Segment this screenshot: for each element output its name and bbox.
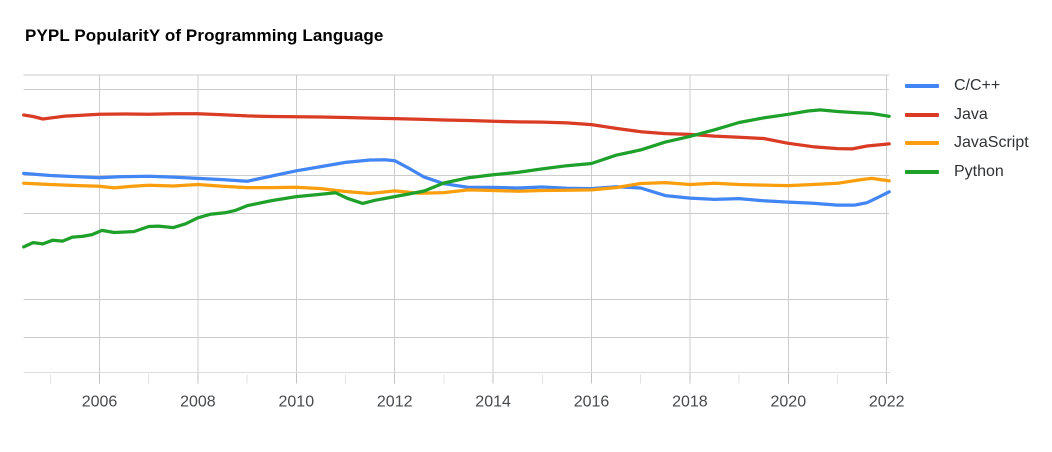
x-axis-label-2016: 2016 — [574, 394, 610, 411]
series-line-c-cpp[interactable] — [22, 158, 891, 207]
legend-swatch-python — [905, 169, 939, 174]
legend-item-c-cpp: C/C++ — [905, 77, 1029, 95]
legend-label-python: Python — [954, 162, 1004, 180]
x-axis-label-2020: 2020 — [771, 394, 807, 411]
legend-swatch-javascript — [905, 141, 939, 145]
x-axis-label-2010: 2010 — [279, 394, 315, 411]
legend-label-c-cpp: C/C++ — [954, 77, 1001, 94]
chart-title: PYPL PopularitY of Programming Language — [25, 26, 384, 45]
x-axis-label-2008: 2008 — [180, 394, 216, 411]
legend-swatch-java — [905, 112, 939, 117]
x-axis-label-2014: 2014 — [475, 394, 511, 411]
x-axis-label-2018: 2018 — [672, 394, 708, 411]
legend-label-javascript: JavaScript — [954, 134, 1029, 151]
series-line-java[interactable] — [22, 112, 891, 151]
x-axis-label-2006: 2006 — [82, 394, 118, 411]
legend: C/C++ Java JavaScript Python — [905, 77, 1029, 181]
series-line-python[interactable] — [22, 108, 891, 249]
series-line-javascript[interactable] — [22, 176, 891, 196]
legend-item-python: Python — [905, 163, 1029, 181]
legend-swatch-c-cpp — [905, 84, 939, 88]
legend-label-java: Java — [954, 105, 988, 123]
x-axis-label-2022: 2022 — [869, 394, 905, 411]
legend-item-javascript: JavaScript — [905, 134, 1029, 152]
legend-item-java: Java — [905, 106, 1029, 124]
x-axis-label-2012: 2012 — [377, 394, 413, 411]
